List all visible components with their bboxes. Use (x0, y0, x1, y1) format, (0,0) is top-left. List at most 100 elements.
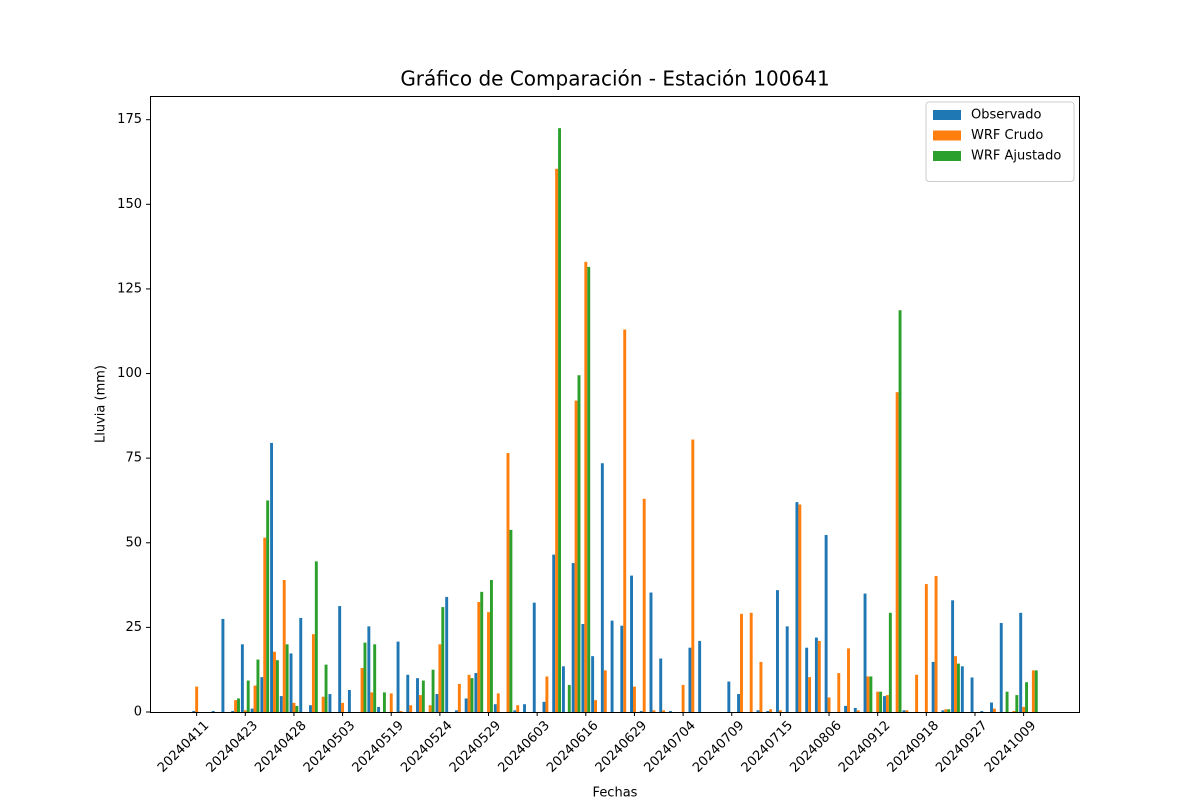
bar (555, 168, 559, 712)
bar (649, 592, 653, 712)
bar (195, 686, 199, 712)
bar (309, 705, 312, 712)
bar (292, 702, 296, 712)
bar (370, 692, 374, 712)
bar (532, 602, 536, 712)
bar (999, 622, 1003, 712)
bar (487, 612, 490, 712)
bar (863, 593, 867, 712)
bar (1025, 682, 1028, 712)
bar (552, 554, 556, 712)
y-axis-label: Lluvia (mm) (94, 365, 109, 443)
legend-label: WRF Crudo (971, 128, 1043, 143)
bar (951, 600, 955, 712)
bar (421, 680, 425, 712)
bar (574, 400, 578, 712)
bar (441, 607, 445, 712)
bar (250, 708, 254, 712)
bar (231, 710, 235, 712)
bar (934, 575, 938, 712)
bar (960, 666, 964, 712)
bar (347, 690, 351, 712)
plot-area (192, 128, 1038, 713)
bar (876, 691, 880, 712)
bar (603, 670, 607, 712)
bar (240, 644, 244, 712)
bar (888, 612, 892, 712)
bar (409, 705, 413, 712)
y-tick-label: 0 (134, 705, 142, 720)
bar (1019, 612, 1023, 712)
bar (454, 710, 458, 712)
bar (944, 709, 948, 712)
bar (737, 694, 741, 712)
bar (639, 710, 643, 712)
bar (474, 673, 478, 712)
bar (314, 561, 318, 712)
bar (1005, 691, 1009, 712)
bar (253, 685, 257, 712)
bar (749, 612, 753, 712)
bar (1015, 695, 1019, 712)
bar (756, 710, 760, 712)
bar (805, 647, 809, 712)
bar (688, 647, 692, 712)
bar (457, 683, 461, 712)
x-tick-label: 20240411 (155, 718, 212, 775)
y-tick-label: 25 (125, 620, 142, 635)
bar (275, 660, 279, 712)
bar (600, 463, 604, 712)
bar (382, 692, 386, 712)
bar (827, 697, 831, 712)
bar (480, 591, 484, 712)
bar (571, 563, 575, 712)
bar (954, 656, 957, 712)
bar (211, 710, 215, 712)
x-tick-label: 20240524 (398, 718, 455, 775)
x-tick-label: 20240912 (836, 718, 893, 775)
bar (885, 695, 889, 712)
bar (445, 596, 449, 712)
bar (776, 590, 779, 712)
x-tick-label: 20241009 (982, 718, 1039, 775)
y-tick-label: 175 (117, 112, 142, 127)
bar (769, 709, 773, 712)
bar (260, 677, 264, 712)
bar (869, 676, 873, 712)
bar (844, 705, 848, 712)
bar (285, 644, 289, 712)
bar (516, 705, 520, 712)
bar (493, 704, 497, 712)
bar (192, 710, 196, 712)
y-tick-label: 125 (117, 281, 142, 296)
bar (263, 537, 267, 712)
x-tick-label: 20240503 (301, 718, 358, 775)
bar (970, 677, 974, 712)
bar (866, 676, 870, 712)
bar (581, 624, 585, 712)
legend-swatch (933, 110, 961, 120)
bar (377, 706, 381, 712)
bar (243, 710, 247, 712)
bar (399, 710, 403, 712)
y-tick-label: 50 (125, 535, 142, 550)
x-tick-label: 20240428 (252, 718, 309, 775)
bar (594, 700, 598, 712)
bar (798, 504, 802, 712)
bar (279, 696, 283, 712)
bar (542, 701, 546, 712)
y-tick-label: 100 (117, 366, 142, 381)
x-tick-label: 20240704 (641, 718, 698, 775)
bar (632, 686, 636, 712)
bar (389, 693, 393, 712)
bar (766, 710, 770, 712)
bar (1012, 710, 1016, 712)
bar (584, 261, 588, 712)
bar (837, 673, 841, 712)
bar (759, 661, 763, 712)
bar (367, 626, 371, 712)
bar (902, 710, 906, 712)
bar (311, 634, 315, 712)
bar (652, 710, 656, 712)
